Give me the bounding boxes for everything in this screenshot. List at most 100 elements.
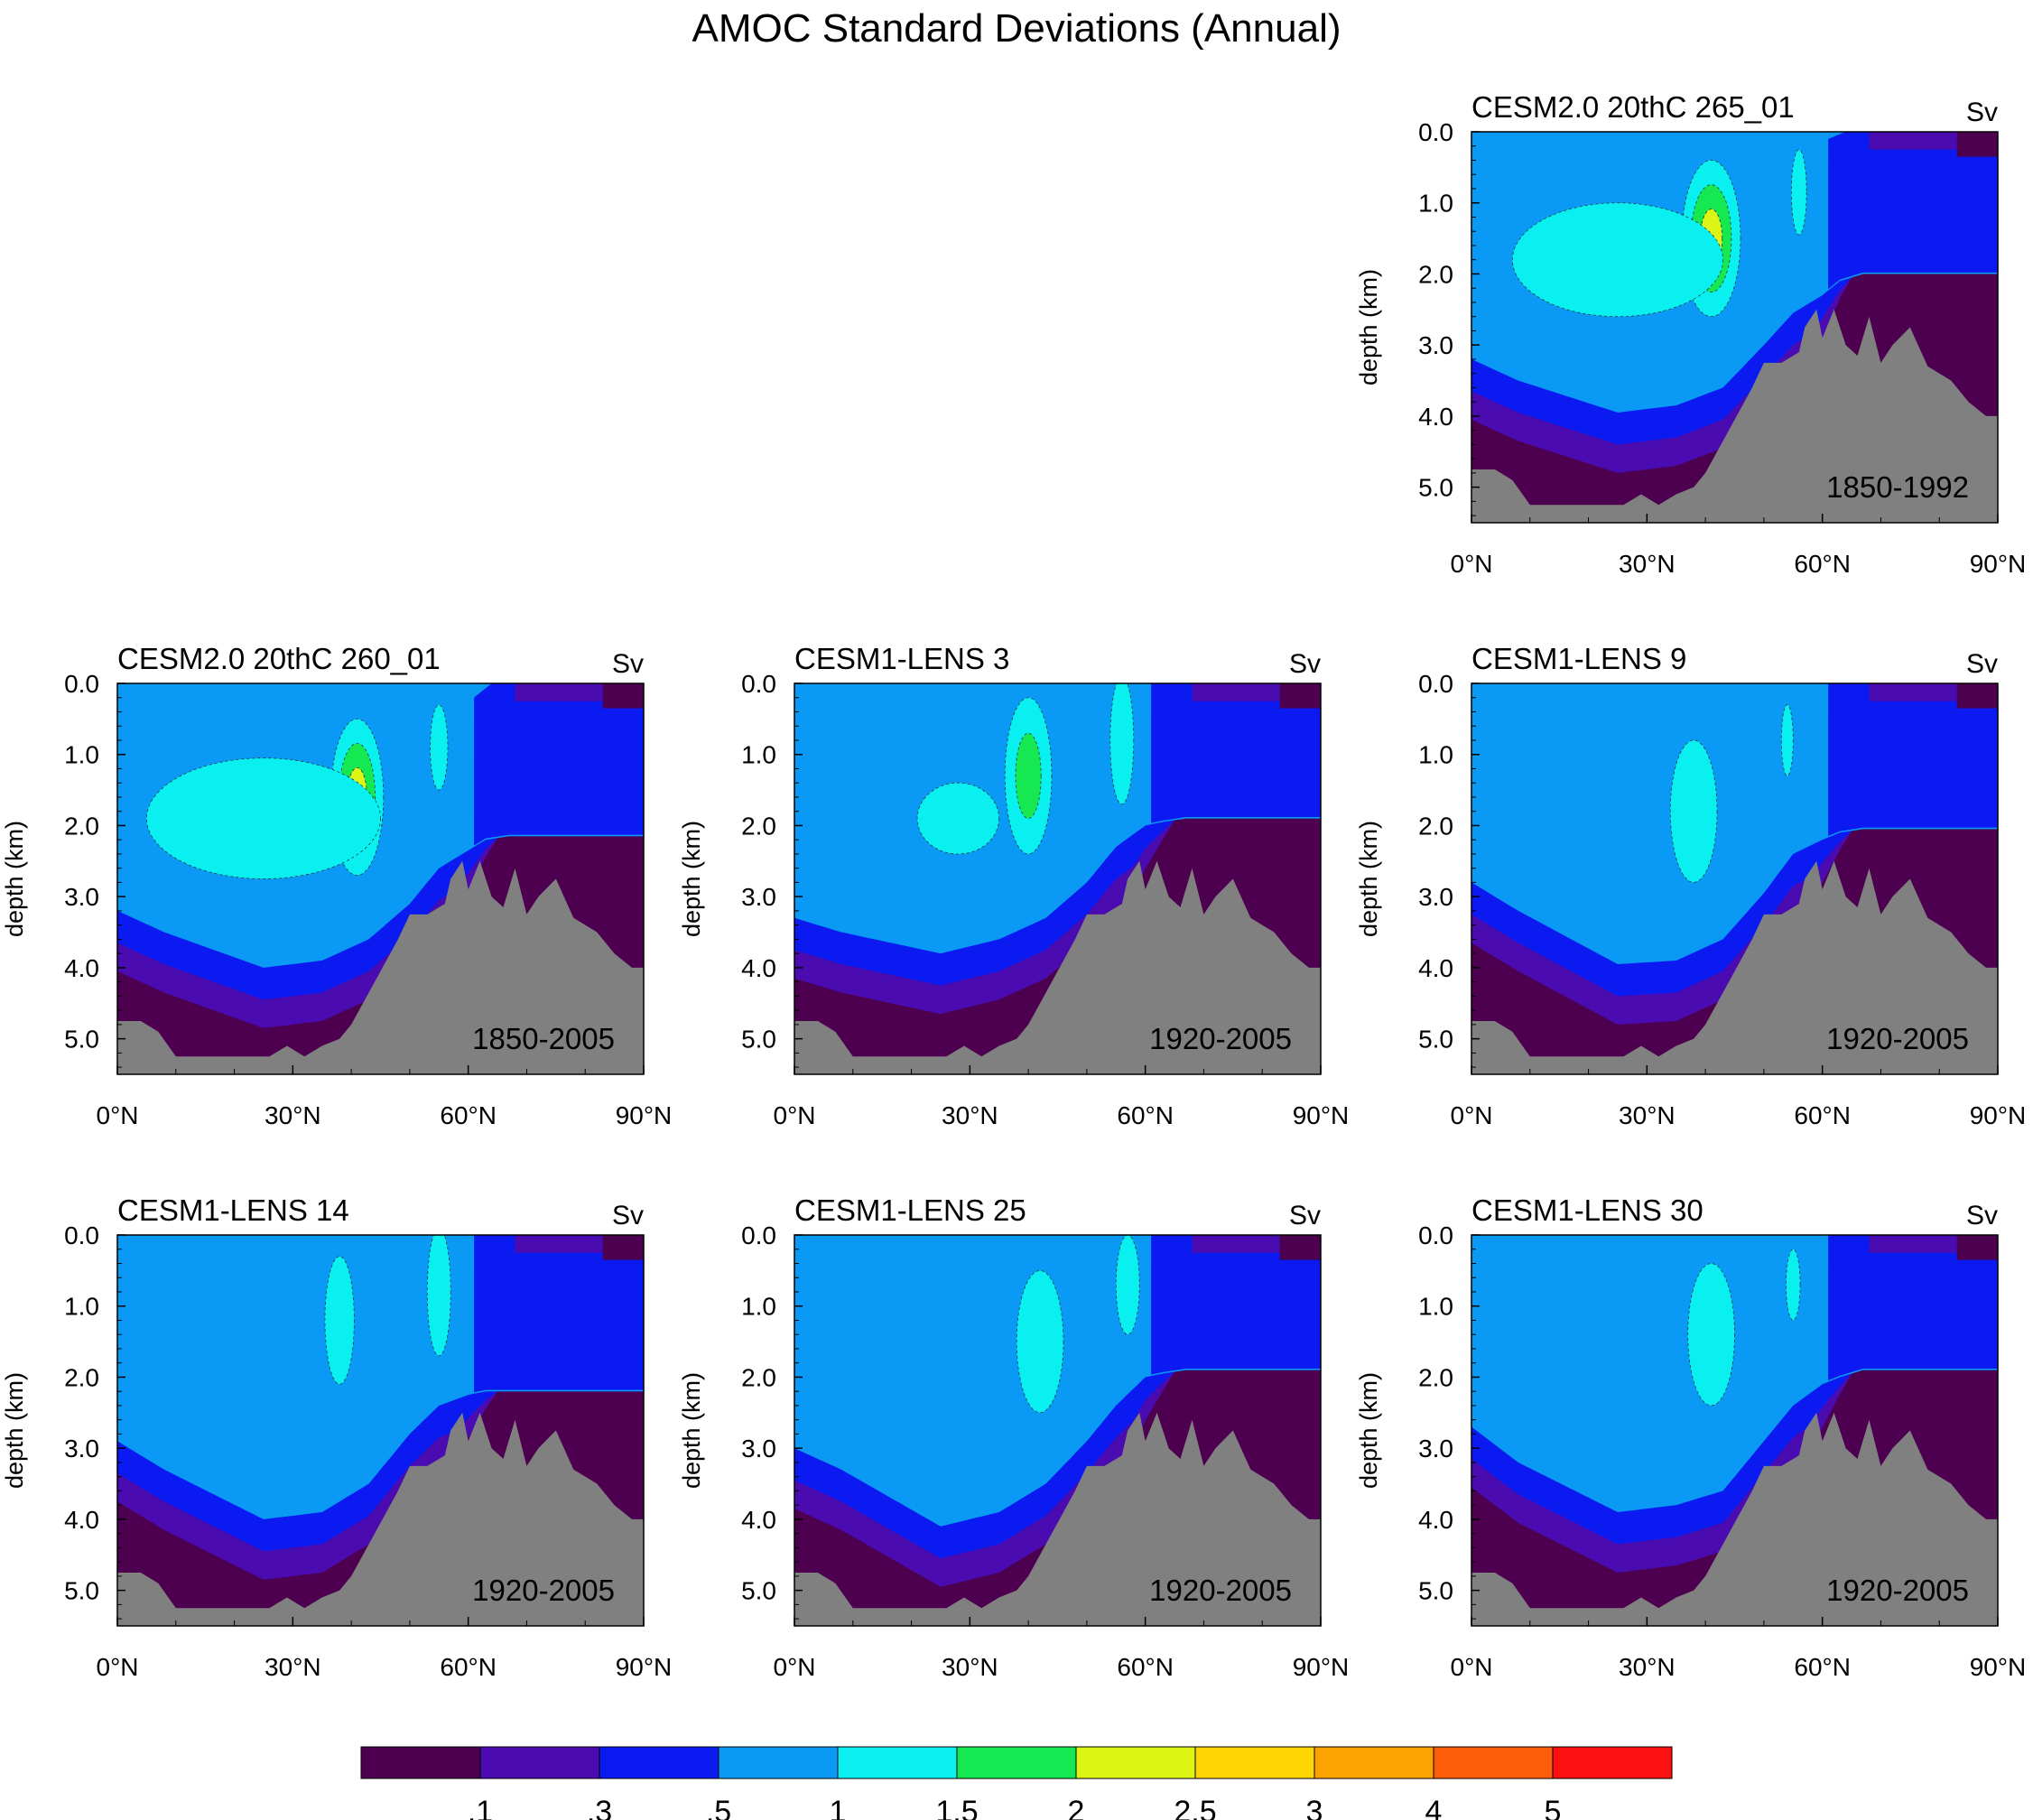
y-axis-label: depth (km) xyxy=(1355,269,1382,385)
period-label: 1850-1992 xyxy=(1826,470,1969,504)
y-tick-label: 5.0 xyxy=(741,1577,776,1605)
colorbar-label: 2 xyxy=(1068,1795,1085,1820)
units-label: Sv xyxy=(1966,98,1998,127)
polar-surface xyxy=(1279,683,1321,709)
panel-field xyxy=(117,683,644,1074)
north-band xyxy=(474,1235,644,1393)
period-label: 1920-2005 xyxy=(1826,1022,1969,1055)
y-tick-label: 1.0 xyxy=(741,1293,776,1321)
colorbar-swatch xyxy=(956,1746,1077,1779)
topography xyxy=(1471,1412,1998,1626)
x-tick-label: 60°N xyxy=(440,1101,497,1129)
topography xyxy=(794,1412,1321,1626)
y-axis-label: depth (km) xyxy=(1,1372,28,1489)
north-band xyxy=(1828,683,1998,836)
units-label: Sv xyxy=(1966,649,1998,679)
colorbar-swatch xyxy=(1314,1746,1434,1779)
x-tick-label: 90°N xyxy=(1293,1101,1350,1129)
period-label: 1920-2005 xyxy=(1149,1022,1292,1055)
panel-title: CESM1-LENS 30 xyxy=(1471,1193,1703,1227)
y-tick-label: 5.0 xyxy=(1418,1577,1453,1605)
y-tick-label: 5.0 xyxy=(1418,474,1453,502)
y-tick-label: 2.0 xyxy=(741,1363,776,1391)
y-tick-label: 3.0 xyxy=(64,1435,99,1462)
north-band xyxy=(1828,1235,1998,1381)
polar-surface xyxy=(602,1235,644,1260)
y-tick-label: 1.0 xyxy=(1418,190,1453,218)
y-axis-label: depth (km) xyxy=(678,1372,705,1489)
north-band xyxy=(1151,1235,1321,1375)
colorbar-label: .3 xyxy=(587,1795,612,1820)
panel-6: 0.0 1.0 2.0 3.0 4.0 5.0 0°N 30°N 60°N 90°N CESM1-L… xyxy=(678,1193,1349,1681)
panel-frame xyxy=(116,1234,645,1627)
polar-surface xyxy=(1279,1235,1321,1260)
x-tick-label: 0°N xyxy=(774,1101,816,1129)
period-label: 1850-2005 xyxy=(472,1022,615,1055)
panel-1: 0.0 1.0 2.0 3.0 4.0 5.0 0°N 30°N 60°N 90°N CESM2.0… xyxy=(1355,90,2026,578)
y-tick-label: 3.0 xyxy=(1418,331,1453,359)
y-tick-label: 4.0 xyxy=(1418,403,1453,431)
panel-field xyxy=(1471,1235,1998,1626)
colorbar-label: 4 xyxy=(1425,1795,1443,1820)
figure-title: AMOC Standard Deviations (Annual) xyxy=(692,6,1341,51)
x-tick-label: 90°N xyxy=(1293,1653,1350,1681)
colorbar-label: 2.5 xyxy=(1174,1795,1216,1820)
colorbar-label: 1.5 xyxy=(935,1795,978,1820)
panel-frame xyxy=(116,682,645,1075)
y-tick-label: 4.0 xyxy=(741,954,776,982)
panel-frame xyxy=(794,1234,1322,1627)
y-tick-label: 1.0 xyxy=(64,741,99,769)
north-surface xyxy=(1869,132,1957,150)
panel-frame xyxy=(794,682,1322,1075)
x-tick-label: 30°N xyxy=(942,1653,998,1681)
panel-title: CESM2.0 20thC 260_01 xyxy=(117,642,441,675)
polar-surface xyxy=(1956,1235,1998,1260)
x-tick-label: 30°N xyxy=(265,1653,321,1681)
x-tick-label: 60°N xyxy=(1794,1653,1851,1681)
polar-surface xyxy=(1956,132,1998,157)
y-tick-label: 1.0 xyxy=(1418,1293,1453,1321)
units-label: Sv xyxy=(1966,1201,1998,1230)
x-tick-label: 60°N xyxy=(1117,1101,1174,1129)
north-surface xyxy=(1192,1235,1280,1253)
y-tick-label: 2.0 xyxy=(741,812,776,840)
panel-title: CESM2.0 20thC 265_01 xyxy=(1471,90,1795,124)
y-tick-label: 5.0 xyxy=(1418,1026,1453,1054)
y-tick-label: 1.0 xyxy=(1418,741,1453,769)
panel-title: CESM1-LENS 3 xyxy=(794,642,1009,675)
polar-surface xyxy=(602,683,644,709)
panel-4: 0.0 1.0 2.0 3.0 4.0 5.0 0°N 30°N 60°N 90°N CESM1-L… xyxy=(1355,642,2026,1129)
panel-7: 0.0 1.0 2.0 3.0 4.0 5.0 0°N 30°N 60°N 90°N CESM1-L… xyxy=(1355,1193,2026,1681)
x-tick-label: 0°N xyxy=(97,1101,139,1129)
panel-title: CESM1-LENS 14 xyxy=(117,1193,349,1227)
north-surface xyxy=(1869,1235,1957,1253)
panel-frame xyxy=(1471,1234,1999,1627)
core-3-level-4 xyxy=(1511,202,1723,318)
panel-field xyxy=(117,1235,644,1626)
north-band xyxy=(1151,683,1321,823)
units-label: Sv xyxy=(1289,649,1321,679)
x-tick-label: 0°N xyxy=(1451,1653,1493,1681)
north-surface xyxy=(1869,683,1957,701)
y-tick-label: 5.0 xyxy=(64,1577,99,1605)
colorbar-swatch xyxy=(837,1746,958,1779)
y-tick-label: 3.0 xyxy=(741,1435,776,1462)
y-tick-label: 0.0 xyxy=(1418,670,1453,698)
topography xyxy=(794,860,1321,1074)
units-label: Sv xyxy=(1289,1201,1321,1230)
colorbar-swatch xyxy=(1433,1746,1554,1779)
colorbar-swatch xyxy=(360,1746,481,1779)
core-1-level-4 xyxy=(324,1256,355,1385)
north-band xyxy=(474,683,644,846)
core-2-level-4 xyxy=(430,704,449,791)
core-3-level-4 xyxy=(916,782,1000,855)
panel-frame xyxy=(1471,682,1999,1075)
x-tick-label: 30°N xyxy=(1619,1101,1676,1129)
core-1-level-4 xyxy=(1687,1263,1735,1407)
topography xyxy=(117,860,644,1074)
panel-title: CESM1-LENS 25 xyxy=(794,1193,1026,1227)
units-label: Sv xyxy=(612,649,644,679)
y-tick-label: 0.0 xyxy=(64,1221,99,1249)
x-tick-label: 30°N xyxy=(1619,1653,1676,1681)
colorbar: .1 .3 .5 1 1.5 2 2.5 3 4 5 xyxy=(360,1746,1673,1820)
